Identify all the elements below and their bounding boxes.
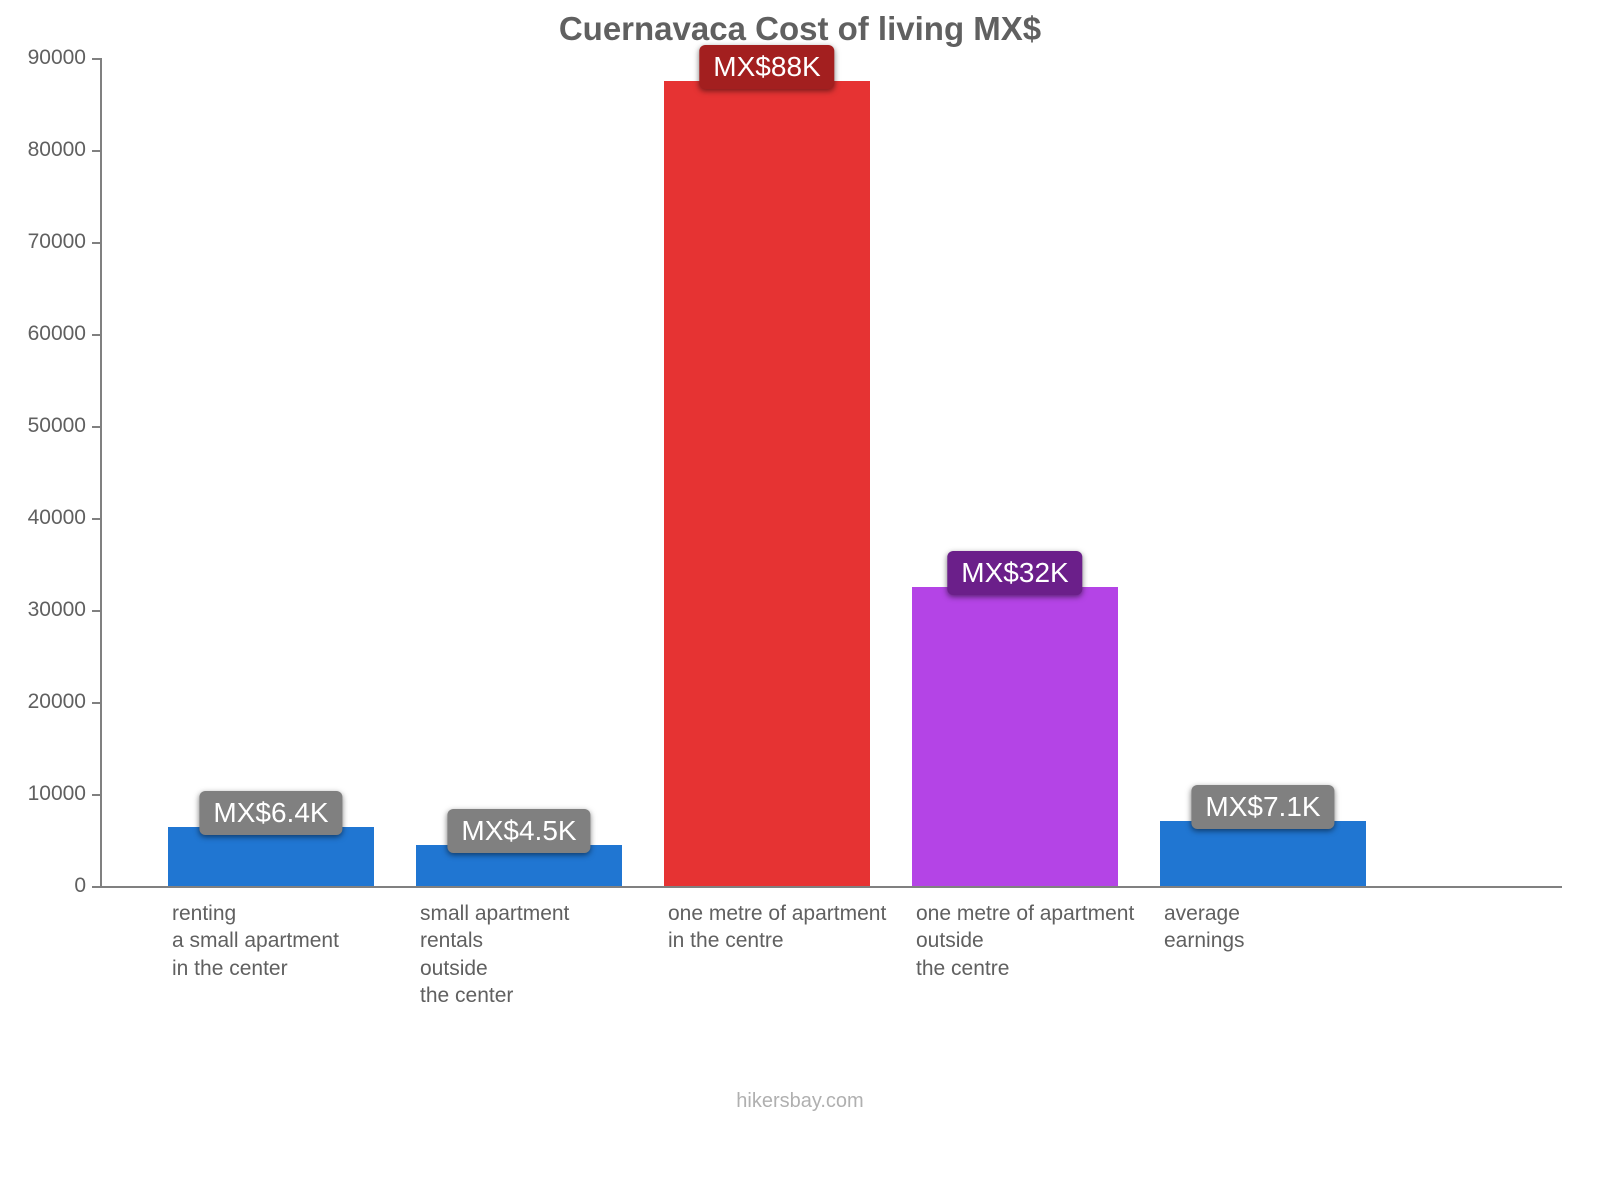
x-axis-label: one metre of apartment in the centre (668, 886, 886, 955)
x-axis-label: renting a small apartment in the center (172, 886, 339, 982)
y-tick-label: 10000 (28, 782, 102, 806)
y-tick-label: 20000 (28, 690, 102, 714)
y-tick-label: 0 (74, 874, 102, 898)
bar (168, 827, 374, 886)
y-tick-label: 30000 (28, 598, 102, 622)
value-badge: MX$7.1K (1191, 785, 1334, 829)
y-tick-label: 50000 (28, 414, 102, 438)
y-tick-label: 90000 (28, 46, 102, 70)
y-tick-label: 60000 (28, 322, 102, 346)
attribution-text: hikersbay.com (0, 1090, 1600, 1113)
x-axis-label: average earnings (1164, 886, 1245, 955)
value-badge: MX$32K (947, 551, 1082, 595)
y-tick-label: 80000 (28, 138, 102, 162)
value-badge: MX$6.4K (199, 791, 342, 835)
chart-stage: Cuernavaca Cost of living MX$ 0100002000… (0, 0, 1600, 1200)
y-tick-label: 70000 (28, 230, 102, 254)
x-axis-label: one metre of apartment outside the centr… (916, 886, 1134, 982)
bar (912, 587, 1118, 886)
chart-title: Cuernavaca Cost of living MX$ (0, 10, 1600, 48)
x-axis-label: small apartment rentals outside the cent… (420, 886, 569, 1009)
plot-area: 0100002000030000400005000060000700008000… (100, 58, 1562, 888)
bar (664, 81, 870, 886)
bar (1160, 821, 1366, 886)
value-badge: MX$88K (699, 45, 834, 89)
value-badge: MX$4.5K (447, 809, 590, 853)
y-tick-label: 40000 (28, 506, 102, 530)
